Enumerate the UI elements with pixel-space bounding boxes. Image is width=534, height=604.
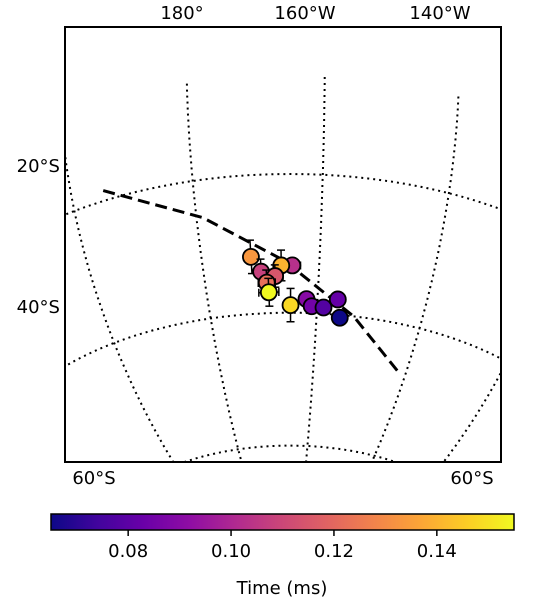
meridian-line	[442, 370, 501, 462]
meridian-label-140w: 140°W	[409, 3, 470, 24]
data-point	[328, 290, 347, 309]
point-marker	[281, 296, 300, 315]
great-circle-path	[102, 189, 399, 372]
point-marker	[259, 283, 278, 302]
data-point	[314, 298, 333, 317]
point-marker	[314, 298, 333, 317]
colorbar-tick-label: 0.14	[417, 541, 457, 562]
data-point	[258, 277, 280, 307]
colorbar-label: Time (ms)	[236, 578, 328, 599]
parallel-label-20s: 20°S	[17, 156, 60, 177]
parallel-label-40s: 40°S	[17, 297, 60, 318]
colorbar: 0.08 0.10 0.12 0.14 Time (ms)	[50, 513, 515, 599]
point-marker	[328, 290, 347, 309]
point-marker	[330, 308, 349, 327]
point-marker	[242, 247, 260, 266]
meridian-line	[370, 96, 460, 462]
data-point	[281, 287, 300, 323]
colorbar-gradient	[50, 513, 515, 531]
map-frame	[64, 26, 502, 463]
map-area	[65, 77, 501, 462]
bottom-label-60s-left: 60°S	[72, 468, 115, 489]
data-point	[242, 239, 260, 275]
data-points	[242, 239, 349, 327]
parallel-line	[65, 311, 501, 368]
bottom-label-60s-right: 60°S	[450, 468, 493, 489]
meridian-line	[185, 83, 243, 462]
colorbar-tick-label: 0.12	[314, 541, 354, 562]
colorbar-tick-label: 0.08	[108, 541, 148, 562]
parallel-line	[181, 444, 399, 462]
meridian-line	[65, 145, 175, 462]
colorbar-ticks: 0.08 0.10 0.12 0.14	[108, 530, 457, 562]
meridian-label-160w: 160°W	[274, 3, 335, 24]
graticule	[65, 77, 501, 462]
colorbar-tick-label: 0.10	[211, 541, 251, 562]
meridian-label-180: 180°	[160, 3, 203, 24]
data-point	[330, 308, 349, 327]
parallel-line	[65, 172, 501, 216]
